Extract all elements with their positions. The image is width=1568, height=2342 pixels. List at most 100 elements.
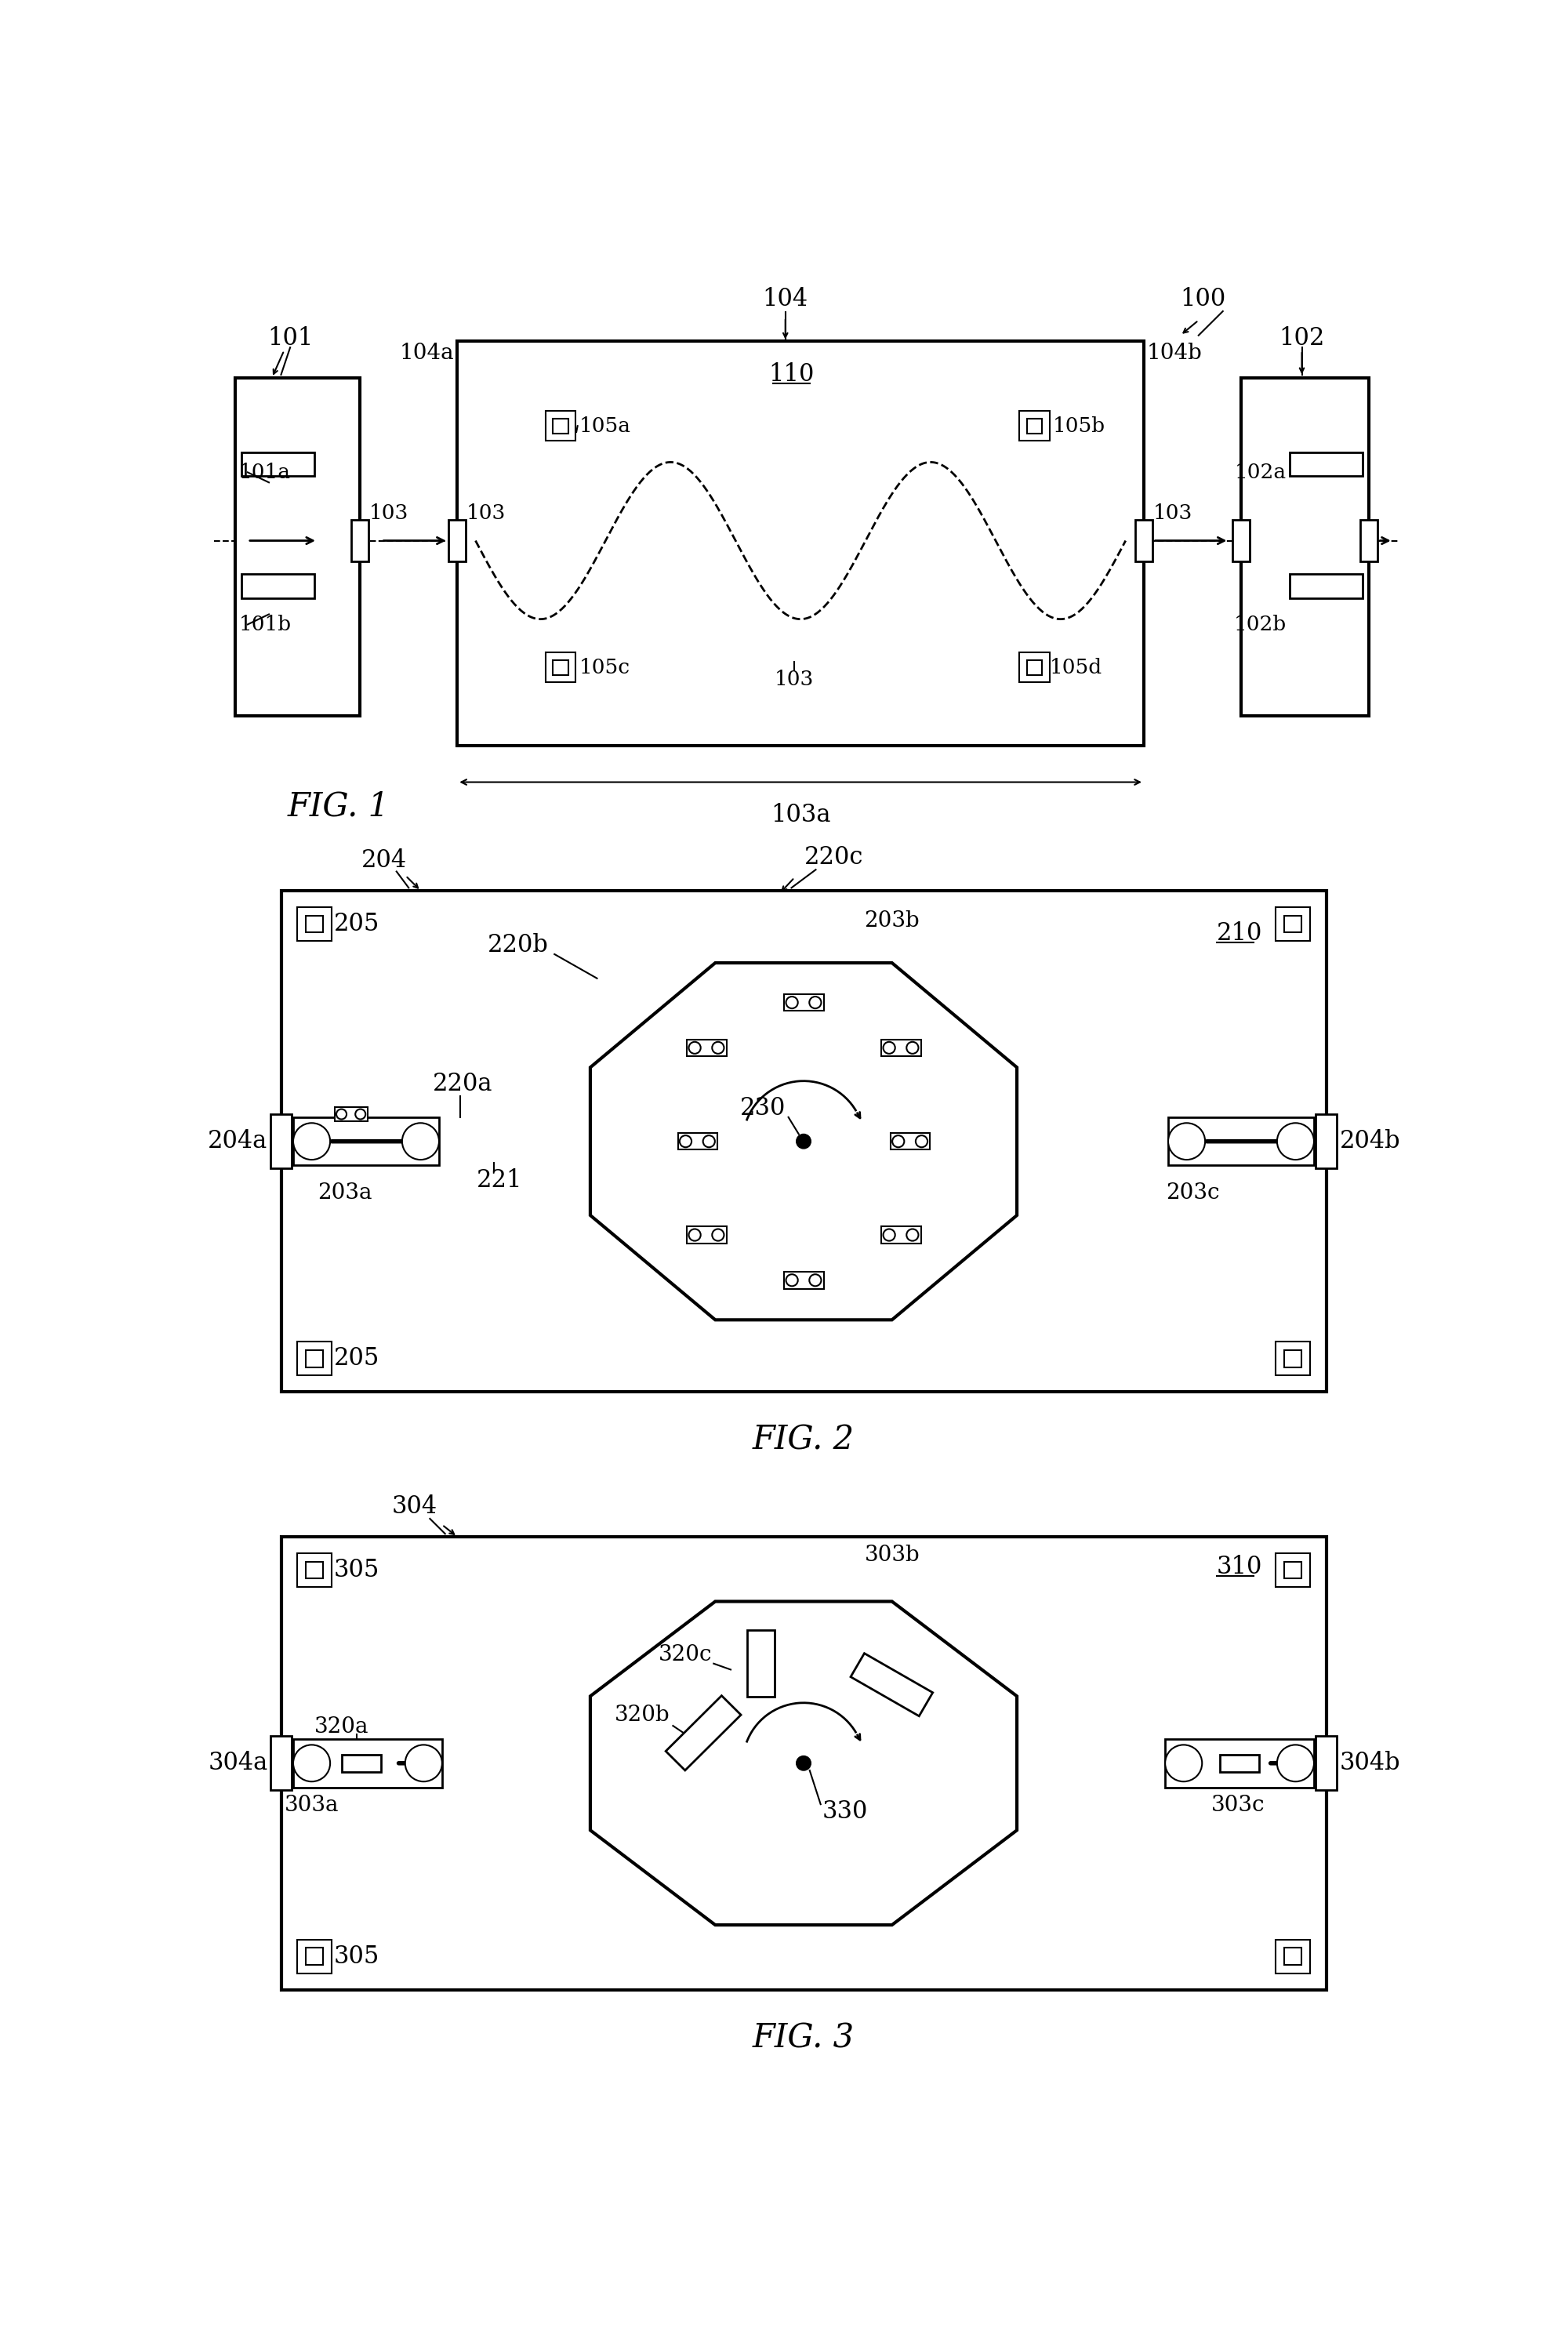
Bar <box>1232 520 1250 562</box>
Circle shape <box>679 1136 691 1148</box>
Circle shape <box>906 1230 919 1241</box>
Text: 204: 204 <box>362 848 408 874</box>
Bar <box>298 1939 331 1974</box>
Bar <box>554 660 568 674</box>
Text: 101b: 101b <box>238 614 292 635</box>
Polygon shape <box>590 963 1018 1321</box>
Text: 303c: 303c <box>1210 1794 1265 1815</box>
Bar <box>748 1630 775 1698</box>
Text: 203a: 203a <box>318 1183 372 1204</box>
Bar <box>546 410 575 440</box>
Bar <box>1284 1949 1301 1965</box>
Bar <box>306 1351 323 1368</box>
Text: 304b: 304b <box>1339 1752 1400 1775</box>
Circle shape <box>906 1042 919 1054</box>
Bar <box>881 1227 920 1244</box>
Text: 101a: 101a <box>238 461 290 482</box>
Text: 105c: 105c <box>579 658 630 677</box>
Circle shape <box>401 1124 439 1159</box>
Text: 210: 210 <box>1217 920 1262 946</box>
Text: 305: 305 <box>334 1944 379 1970</box>
Bar <box>1027 419 1043 433</box>
Bar <box>1316 1115 1338 1169</box>
Bar <box>1027 660 1043 674</box>
Bar <box>851 1653 933 1717</box>
Bar <box>306 1949 323 1965</box>
Circle shape <box>1276 1124 1314 1159</box>
Text: 103: 103 <box>775 670 814 689</box>
Bar <box>298 1553 331 1588</box>
Text: 101: 101 <box>267 326 314 351</box>
Circle shape <box>809 998 822 1009</box>
Circle shape <box>916 1136 928 1148</box>
Text: 104: 104 <box>762 288 808 311</box>
Bar <box>891 1134 930 1150</box>
Bar <box>241 574 315 597</box>
Bar <box>546 653 575 682</box>
Circle shape <box>797 1134 811 1148</box>
Text: 103: 103 <box>1152 504 1193 522</box>
Bar <box>1135 520 1152 562</box>
Bar <box>281 890 1327 1391</box>
Text: 203b: 203b <box>864 911 920 932</box>
Text: 104b: 104b <box>1146 342 1203 363</box>
Bar <box>458 342 1145 745</box>
Circle shape <box>405 1745 442 1782</box>
Bar <box>666 1696 742 1771</box>
Bar <box>1276 1553 1309 1588</box>
Bar <box>306 1562 323 1579</box>
Bar <box>1165 1740 1314 1787</box>
Text: 304a: 304a <box>209 1752 268 1775</box>
Circle shape <box>688 1230 701 1241</box>
Circle shape <box>712 1042 724 1054</box>
Text: 303b: 303b <box>864 1543 920 1564</box>
Bar <box>271 1735 292 1789</box>
Bar <box>281 1536 1327 1991</box>
Text: 204b: 204b <box>1339 1129 1400 1155</box>
Circle shape <box>1168 1124 1206 1159</box>
Text: 103: 103 <box>466 504 506 522</box>
Bar <box>235 377 361 717</box>
Bar <box>1019 653 1049 682</box>
Bar <box>334 1108 368 1122</box>
Bar <box>677 1134 717 1150</box>
Circle shape <box>356 1110 365 1119</box>
Circle shape <box>688 1042 701 1054</box>
Text: 220c: 220c <box>804 845 864 869</box>
Text: 320a: 320a <box>315 1717 368 1738</box>
Bar <box>1359 520 1377 562</box>
Bar <box>293 1740 442 1787</box>
Text: 105b: 105b <box>1052 417 1105 436</box>
Circle shape <box>712 1230 724 1241</box>
Text: 102b: 102b <box>1234 614 1287 635</box>
Text: 220b: 220b <box>488 932 549 958</box>
Bar <box>342 1754 381 1771</box>
Text: 303a: 303a <box>284 1794 339 1815</box>
Bar <box>1019 410 1049 440</box>
Bar <box>1289 574 1363 597</box>
Text: 103a: 103a <box>770 803 831 827</box>
Text: 110: 110 <box>768 363 814 386</box>
Text: 310: 310 <box>1217 1555 1262 1579</box>
Circle shape <box>883 1230 895 1241</box>
Text: 104a: 104a <box>400 342 455 363</box>
Circle shape <box>293 1124 331 1159</box>
Text: 105a: 105a <box>579 417 630 436</box>
Circle shape <box>1165 1745 1203 1782</box>
Circle shape <box>293 1745 331 1782</box>
Text: 320b: 320b <box>615 1705 670 1726</box>
Bar <box>1276 1939 1309 1974</box>
Text: 203c: 203c <box>1165 1183 1220 1204</box>
Bar <box>241 452 315 475</box>
Circle shape <box>786 998 798 1009</box>
Text: 204a: 204a <box>209 1129 268 1155</box>
Text: 220a: 220a <box>433 1073 492 1096</box>
Circle shape <box>337 1110 347 1119</box>
Text: 103: 103 <box>368 504 409 522</box>
Bar <box>1284 1351 1301 1368</box>
Bar <box>351 520 368 562</box>
Text: 205: 205 <box>334 1347 379 1370</box>
Text: FIG. 3: FIG. 3 <box>753 2021 855 2054</box>
Bar <box>881 1040 920 1056</box>
Text: 102: 102 <box>1279 326 1325 351</box>
